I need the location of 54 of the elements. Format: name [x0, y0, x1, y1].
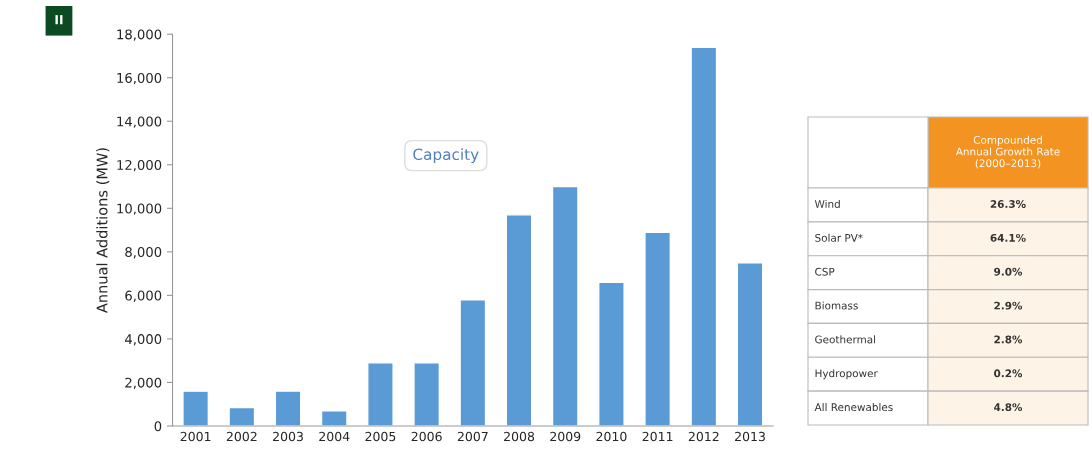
bar: [182, 390, 210, 426]
text: 2.8%: [994, 335, 1023, 344]
y-tick-label: 18,000: [117, 29, 162, 41]
x-tick-label: 2002: [226, 431, 257, 442]
text: 64.1%: [990, 233, 1026, 242]
bar: [598, 281, 625, 426]
text: CSP: [815, 267, 835, 276]
y-axis-title: Annual Additions (MW): [96, 148, 110, 314]
text: 0.2%: [994, 369, 1023, 378]
y-tick-label: 4,000: [124, 334, 162, 346]
x-tick-label: 2013: [735, 431, 765, 442]
text: Solar PV*: [815, 233, 863, 242]
bar: [413, 362, 441, 426]
bar: [459, 299, 487, 426]
x-tick-label: 2007: [457, 431, 488, 442]
bar: [228, 406, 256, 426]
x-tick-label: 2003: [273, 431, 303, 442]
text: All Renewables: [814, 403, 893, 412]
y-tick-label: 12,000: [117, 160, 162, 172]
text: II: [55, 15, 63, 25]
text: 26.3%: [990, 200, 1026, 208]
annotation: Capacity: [413, 148, 479, 164]
bar: [551, 185, 579, 426]
x-tick-label: 2009: [550, 431, 581, 442]
text: Wind: [814, 199, 840, 208]
x-tick-label: 2006: [411, 431, 442, 442]
y-tick-label: 10,000: [117, 203, 162, 215]
x-tick-label: 2001: [180, 431, 211, 442]
bar: [274, 390, 302, 426]
bar: [644, 231, 672, 426]
x-tick-label: 2008: [504, 431, 535, 442]
y-tick-label: 0: [154, 421, 162, 432]
text: Compounded Annual Growth Rate (2000–2013): [955, 135, 1060, 169]
y-tick-label: 8,000: [125, 247, 162, 259]
x-tick-label: 2005: [365, 431, 396, 442]
text: 9.0%: [994, 267, 1023, 276]
x-tick-label: 2010: [596, 431, 627, 442]
y-tick-label: 2,000: [125, 377, 162, 389]
y-tick-label: 16,000: [117, 72, 162, 85]
y-tick-label: 14,000: [117, 116, 162, 128]
bar: [690, 46, 718, 426]
x-tick-label: 2004: [319, 431, 350, 442]
text: 4.8%: [994, 403, 1023, 412]
text: Geothermal: [815, 335, 876, 344]
bar: [320, 410, 348, 426]
text: Hydropower: [815, 369, 878, 380]
text: 2.9%: [994, 301, 1023, 310]
bar: [736, 262, 764, 426]
text: Biomass: [815, 301, 858, 310]
bar: [367, 362, 394, 426]
y-tick-label: 6,000: [125, 290, 162, 302]
x-tick-label: 2012: [688, 431, 719, 442]
bar: [505, 214, 533, 426]
x-tick-label: 2011: [642, 431, 673, 442]
